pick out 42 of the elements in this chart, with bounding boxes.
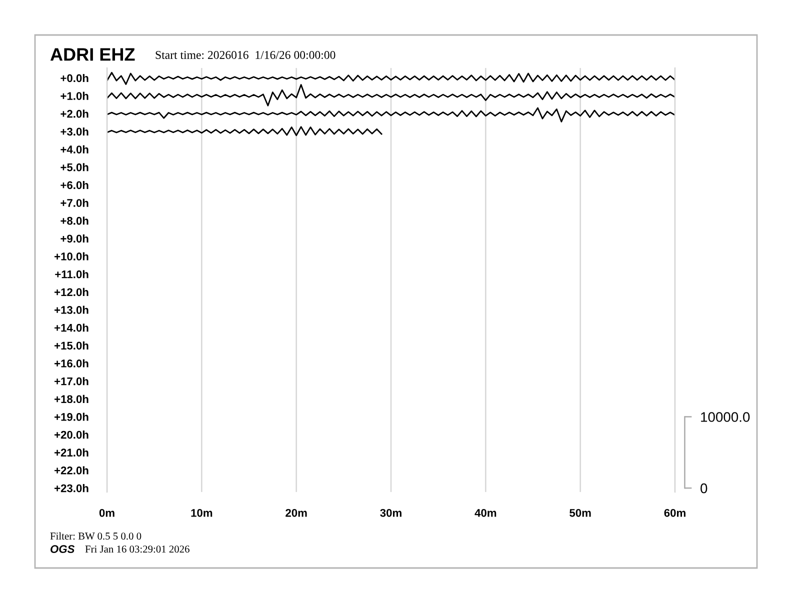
x-tick-label: 10m [191,508,212,517]
y-tick-label: +5.0h [60,163,88,172]
y-tick-label: +13.0h [54,306,88,314]
text: OGS [50,545,75,553]
x-tick-label: 0m [99,508,114,517]
x-tick-label: 20m [286,508,307,517]
y-tick-label: +8.0h [60,216,88,225]
y2-tick-label: 0 [700,483,708,494]
chart-title: ADRI EHZ [50,48,135,61]
line-series [107,84,675,106]
x-tick-label: 40m [474,508,496,517]
x-tick-label: 30m [380,508,402,517]
y-tick-label: +16.0h [54,359,88,368]
y-tick-label: +12.0h [54,288,88,296]
y-tick-label: +23.0h [54,484,88,492]
y-tick-label: +22.0h [54,466,88,474]
line-series [107,72,675,85]
y-tick-label: +6.0h [60,180,88,190]
text: Fri Jan 16 03:29:01 2026 [85,546,190,553]
y2-tick-label: 10000.0 [701,412,750,422]
line-series [107,107,675,122]
y-tick-label: +0.0h [60,74,88,82]
y-tick-label: +7.0h [60,198,88,207]
text: Filter: BW 0.5 5 0.0 0 [50,532,142,540]
y-tick-label: +4.0h [60,145,88,154]
y-tick-label: +10.0h [54,252,88,260]
y-tick-label: +9.0h [60,234,88,243]
y-tick-label: +1.0h [60,92,88,100]
y-tick-label: +3.0h [60,127,88,136]
y-tick-label: +17.0h [54,377,88,386]
y-tick-label: +11.0h [55,270,88,278]
chart-subtitle: Start time: 2026016 1/16/26 00:00:00 [156,50,336,60]
x-tick-label: 60m [664,508,686,517]
line-series [107,126,382,136]
y-tick-label: +20.0h [54,430,88,439]
y-tick-label: +15.0h [54,341,88,350]
x-tick-label: 50m [570,508,591,517]
y-tick-label: +19.0h [54,412,88,421]
y-tick-label: +21.0h [54,448,88,457]
y-tick-label: +2.0h [60,110,88,118]
y-tick-label: +14.0h [54,324,88,332]
y-tick-label: +18.0h [54,394,88,404]
